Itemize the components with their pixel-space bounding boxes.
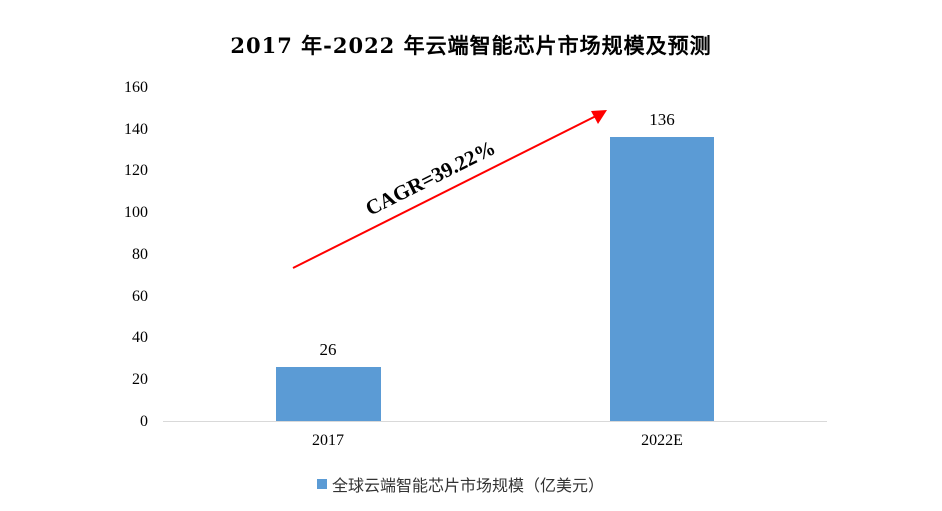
x-tick-label: 2017 <box>312 432 344 449</box>
y-tick-label: 120 <box>124 162 148 179</box>
bar-2022e <box>610 137 714 421</box>
x-tick-label: 2022E <box>641 432 683 449</box>
y-tick-label: 140 <box>124 121 148 138</box>
y-tick-label: 60 <box>132 288 148 305</box>
y-tick-label: 20 <box>132 371 148 388</box>
bar-2017 <box>276 367 381 421</box>
y-tick-label: 100 <box>124 204 148 221</box>
y-tick-label: 0 <box>140 413 148 430</box>
y-tick-label: 40 <box>132 329 148 346</box>
legend-swatch-icon <box>317 479 327 489</box>
y-tick-label: 160 <box>124 79 148 96</box>
bar-value-label: 136 <box>649 110 675 129</box>
cagr-annotation: CAGR=39.22% <box>361 135 499 220</box>
x-axis-line <box>163 421 827 422</box>
chart-title: 2017 年-2022 年云端智能芯片市场规模及预测 <box>230 33 712 58</box>
y-tick-label: 80 <box>132 246 148 263</box>
bar-value-label: 26 <box>319 340 337 359</box>
arrowhead-icon <box>591 110 607 124</box>
legend-label: 全球云端智能芯片市场规模（亿美元） <box>332 476 605 495</box>
legend: 全球云端智能芯片市场规模（亿美元） <box>317 472 604 496</box>
